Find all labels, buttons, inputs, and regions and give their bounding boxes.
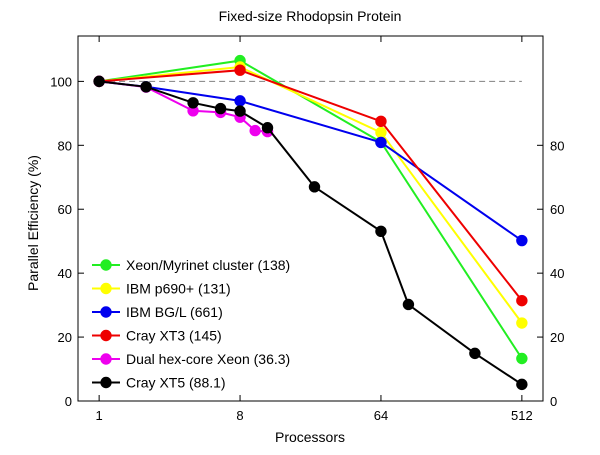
data-point xyxy=(516,294,528,307)
legend-swatch-marker xyxy=(100,329,112,342)
data-point xyxy=(375,115,387,128)
series xyxy=(93,75,528,391)
x-tick-label: 1 xyxy=(96,408,103,423)
data-point xyxy=(516,317,528,329)
legend-item: Dual hex-core Xeon (36.3) xyxy=(92,351,290,367)
x-axis-label: Processors xyxy=(275,429,345,445)
x-tick-label: 8 xyxy=(236,408,243,423)
data-point xyxy=(140,81,152,93)
y-tick-label-left: 40 xyxy=(58,266,72,281)
legend-label: Dual hex-core Xeon (36.3) xyxy=(126,351,290,367)
legend-item: IBM p690+ (131) xyxy=(92,281,231,297)
series-line xyxy=(98,59,523,360)
y-axis-label: Parallel Efficiency (%) xyxy=(25,155,41,291)
series-line xyxy=(99,69,523,302)
data-point xyxy=(516,352,528,365)
data-point xyxy=(516,378,528,391)
legend-label: Cray XT5 (88.1) xyxy=(126,375,226,391)
data-point xyxy=(234,105,246,117)
plot-frame xyxy=(77,35,544,402)
data-point xyxy=(214,102,227,115)
y-tick-label-right: 60 xyxy=(550,202,564,217)
chart-title: Fixed-size Rhodopsin Protein xyxy=(219,8,402,24)
x-tick-label: 64 xyxy=(374,408,388,423)
y-tick-label-right: 80 xyxy=(550,138,564,153)
legend: Xeon/Myrinet cluster (138) IBM p690+ (131… xyxy=(92,257,290,391)
y-tick-label-left: 80 xyxy=(58,138,72,153)
legend-swatch-marker xyxy=(100,353,112,365)
data-point xyxy=(249,124,261,137)
series xyxy=(93,75,274,138)
legend-swatch-marker xyxy=(100,376,112,389)
legend-item: Cray XT5 (88.1) xyxy=(92,375,226,391)
data-point xyxy=(516,234,528,247)
series-line xyxy=(98,80,523,242)
y-tick-label-left: 0 xyxy=(65,394,72,409)
legend-label: Xeon/Myrinet cluster (138) xyxy=(126,257,290,273)
data-point xyxy=(261,122,274,134)
legend-swatch-marker xyxy=(100,282,112,295)
legend-item: Cray XT3 (145) xyxy=(92,328,222,344)
series-line xyxy=(98,65,523,324)
y-tick-label-right: 20 xyxy=(550,330,564,345)
data-point xyxy=(375,225,387,237)
legend-label: IBM BG/L (661) xyxy=(126,304,223,320)
data-point xyxy=(234,95,246,107)
y-tick-label-right: 40 xyxy=(550,266,564,281)
legend-label: IBM p690+ (131) xyxy=(126,281,231,297)
data-point xyxy=(375,126,387,139)
legend-label: Cray XT3 (145) xyxy=(126,328,222,344)
data-point xyxy=(375,136,387,149)
data-point xyxy=(93,75,105,88)
data-point xyxy=(234,64,246,76)
y-tick-label-left: 100 xyxy=(50,74,72,89)
x-tick-label: 512 xyxy=(511,408,533,423)
y-tick-label-right: 0 xyxy=(550,394,557,409)
y-tick-label-left: 60 xyxy=(58,202,72,217)
y-tick-label-left: 20 xyxy=(58,330,72,345)
data-point xyxy=(308,181,321,193)
legend-item: Xeon/Myrinet cluster (138) xyxy=(92,257,290,273)
data-point xyxy=(187,97,199,109)
legend-swatch-marker xyxy=(100,259,112,271)
legend-swatch-marker xyxy=(100,306,112,318)
data-point xyxy=(402,298,415,311)
plot-area: 1 8 64 512 0 20 40 60 80 100 0 20 40 60 80 Xeon/Myrinet… xyxy=(50,35,564,423)
legend-item: IBM BG/L (661) xyxy=(92,304,223,320)
data-point xyxy=(469,347,481,360)
